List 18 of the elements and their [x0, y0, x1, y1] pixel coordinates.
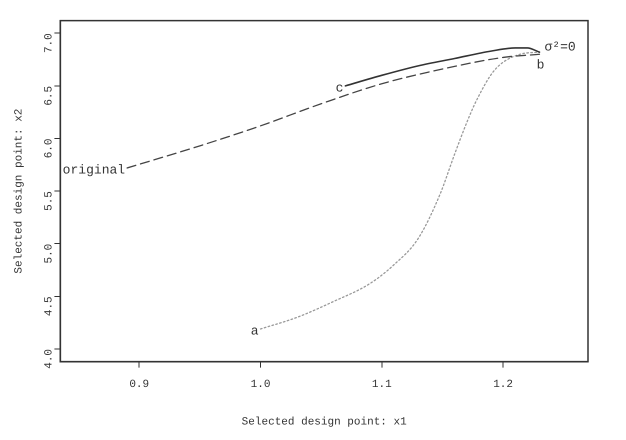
x-tick-label: 0.9 [129, 379, 150, 392]
y-tick-label: 6.5 [43, 86, 56, 106]
y-axis-title: Selected design point: x2 [14, 108, 26, 274]
annotation: original [62, 162, 126, 178]
x-tick-label: 1.1 [372, 379, 392, 392]
x-tick-label: 1.2 [493, 379, 514, 392]
y-tick-label: 6.0 [43, 138, 56, 158]
y-tick-label: 4.0 [43, 348, 56, 369]
y-tick-label: 7.0 [43, 33, 56, 54]
annotation: b [536, 58, 544, 73]
y-tick-label: 4.5 [43, 296, 56, 316]
y-tick-label: 5.5 [43, 191, 56, 211]
annotation: σ²=0 [544, 40, 576, 55]
x-tick-label: 1.0 [250, 379, 270, 392]
x-axis-title: Selected design point: x1 [242, 416, 408, 428]
annotation: a [250, 323, 259, 338]
y-tick-label: 5.0 [43, 244, 56, 264]
annotation: c [336, 80, 344, 96]
